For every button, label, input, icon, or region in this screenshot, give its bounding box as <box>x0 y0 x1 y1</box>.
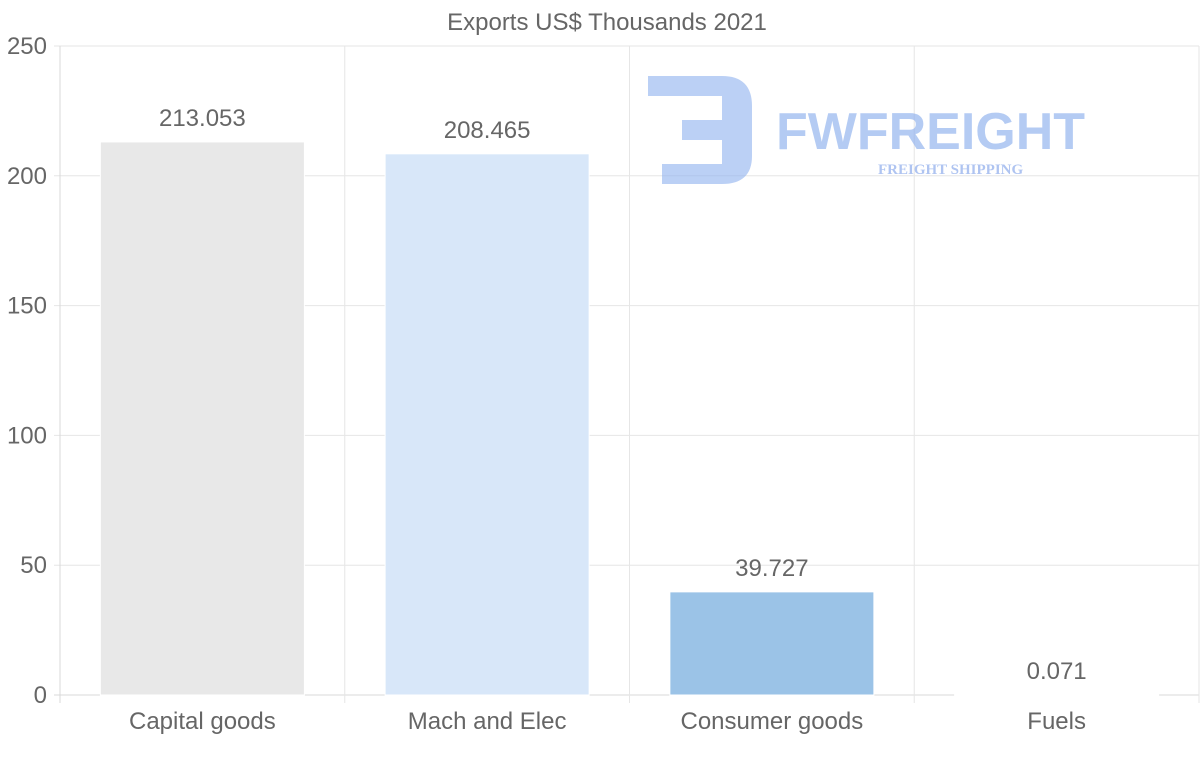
data-label: 0.071 <box>1027 658 1087 685</box>
bar-capital-goods[interactable] <box>99 141 305 696</box>
y-tick-label: 100 <box>7 422 47 449</box>
data-label: 208.465 <box>444 117 531 144</box>
bars <box>99 141 1160 696</box>
y-tick-label: 250 <box>7 33 47 60</box>
y-tick-label: 0 <box>34 682 47 709</box>
watermark-brand: FWFREIGHT <box>776 103 1085 161</box>
y-tick-label: 150 <box>7 293 47 320</box>
bar-mach-and-elec[interactable] <box>384 153 590 696</box>
bar-consumer-goods[interactable] <box>669 591 875 696</box>
data-labels: 213.053 208.465 39.727 0.071 <box>159 105 1087 685</box>
watermark-tagline: FREIGHT SHIPPING <box>878 162 1023 178</box>
y-tick-label: 50 <box>20 552 47 579</box>
x-category-label: Capital goods <box>129 708 276 735</box>
x-category-label: Consumer goods <box>680 708 863 735</box>
x-axis-categories: Capital goods Mach and Elec Consumer goods… <box>129 708 1086 735</box>
y-tick-label: 200 <box>7 163 47 190</box>
data-label: 213.053 <box>159 105 246 132</box>
y-axis-ticks: 0 50 100 150 200 250 <box>7 33 47 709</box>
x-category-label: Fuels <box>1027 708 1086 735</box>
fwfreight-watermark: FWFREIGHT FREIGHT SHIPPING <box>648 76 1085 184</box>
x-category-label: Mach and Elec <box>408 708 567 735</box>
chart-title: Exports US$ Thousands 2021 <box>447 9 767 36</box>
fwfreight-logo-icon <box>648 76 752 184</box>
data-label: 39.727 <box>735 555 808 582</box>
